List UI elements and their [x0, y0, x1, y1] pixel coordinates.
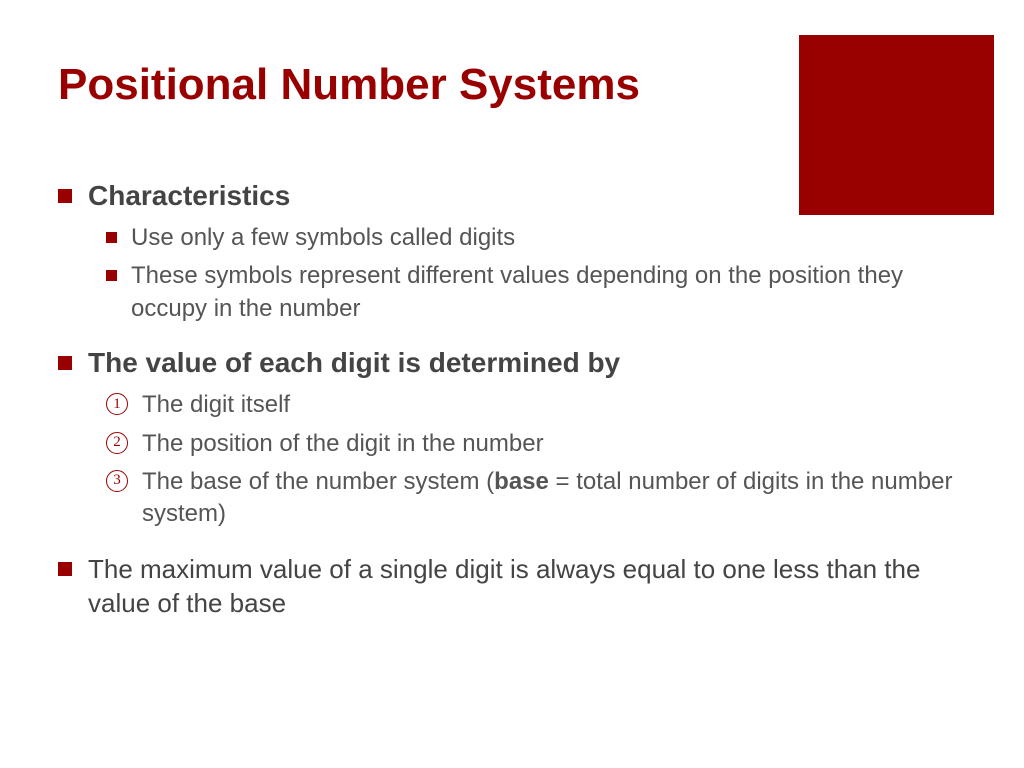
small-square-bullet-icon — [106, 232, 117, 243]
sub-list: 1 The digit itself 2 The position of the… — [106, 389, 958, 531]
square-bullet-icon — [58, 562, 72, 576]
section-row: The maximum value of a single digit is a… — [58, 553, 958, 621]
section-heading: Characteristics — [88, 180, 290, 212]
section-max-value: The maximum value of a single digit is a… — [58, 553, 958, 621]
sub-list: Use only a few symbols called digits The… — [106, 222, 958, 325]
item-text: The base of the number system (base = to… — [142, 466, 958, 531]
section-characteristics: Characteristics Use only a few symbols c… — [58, 180, 958, 325]
square-bullet-icon — [58, 189, 72, 203]
item-text: The position of the digit in the number — [142, 428, 544, 460]
text-pre: The base of the number system ( — [142, 468, 494, 495]
list-item: 1 The digit itself — [106, 389, 958, 421]
circled-number-icon: 3 — [106, 470, 128, 492]
list-item: 3 The base of the number system (base = … — [106, 466, 958, 531]
item-text: These symbols represent different values… — [131, 260, 958, 325]
list-item: Use only a few symbols called digits — [106, 222, 958, 254]
slide-content: Characteristics Use only a few symbols c… — [58, 180, 958, 642]
section-value-determined-by: The value of each digit is determined by… — [58, 347, 958, 531]
circled-number-icon: 1 — [106, 393, 128, 415]
section-heading: The value of each digit is determined by — [88, 347, 620, 379]
circled-number-icon: 2 — [106, 432, 128, 454]
section-heading-row: The value of each digit is determined by — [58, 347, 958, 379]
square-bullet-icon — [58, 356, 72, 370]
slide-title: Positional Number Systems — [58, 60, 640, 110]
text-bold: base — [494, 468, 549, 495]
item-text: The digit itself — [142, 389, 290, 421]
small-square-bullet-icon — [106, 270, 117, 281]
item-text: Use only a few symbols called digits — [131, 222, 515, 254]
section-heading-row: Characteristics — [58, 180, 958, 212]
list-item: These symbols represent different values… — [106, 260, 958, 325]
list-item: 2 The position of the digit in the numbe… — [106, 428, 958, 460]
section-text: The maximum value of a single digit is a… — [88, 553, 958, 621]
